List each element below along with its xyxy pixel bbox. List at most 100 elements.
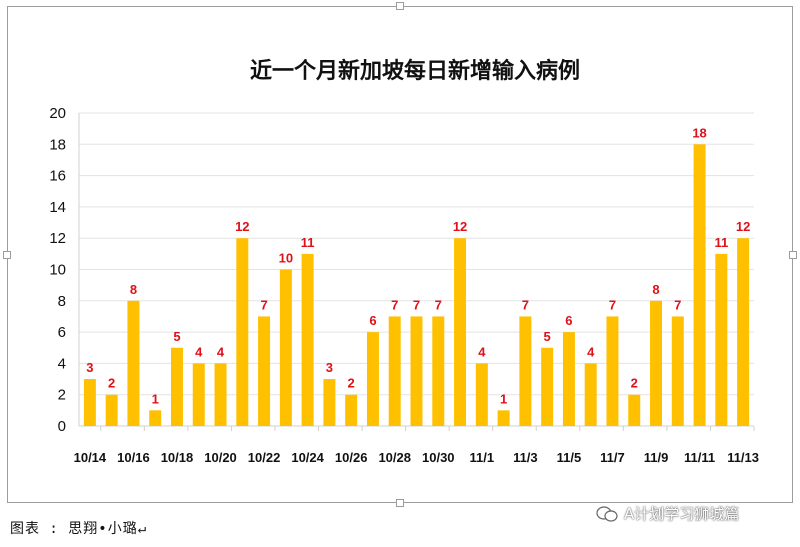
- y-tick-label: 8: [58, 293, 66, 310]
- data-label: 4: [587, 344, 595, 359]
- y-axis-ticks: 0 2 4 6 8 10 12 14 16 18 20: [49, 105, 66, 435]
- bar: [541, 347, 554, 426]
- data-label: 7: [609, 297, 616, 312]
- y-tick-label: 4: [58, 355, 66, 372]
- bar: [149, 410, 162, 426]
- data-label: 2: [631, 376, 638, 391]
- bar: [83, 379, 96, 426]
- data-label: 7: [522, 297, 529, 312]
- bar: [715, 253, 728, 426]
- resize-handle-right[interactable]: [789, 251, 797, 259]
- x-tick-label: 11/3: [513, 450, 538, 465]
- bar: [497, 410, 510, 426]
- bar: [693, 144, 706, 427]
- data-label: 7: [391, 297, 398, 312]
- data-label: 4: [217, 344, 225, 359]
- data-label: 3: [326, 360, 333, 375]
- y-tick-label: 10: [49, 262, 66, 279]
- x-tick-label: 10/28: [378, 450, 411, 465]
- bar: [105, 394, 118, 426]
- bar: [301, 253, 314, 426]
- data-label: 4: [195, 344, 203, 359]
- bar: [671, 316, 684, 426]
- bar: [628, 394, 641, 426]
- x-tick-label: 10/26: [335, 450, 368, 465]
- x-tick-label: 10/16: [117, 450, 150, 465]
- x-tick-label: 10/20: [204, 450, 237, 465]
- bar: [236, 238, 249, 426]
- data-label: 2: [108, 376, 115, 391]
- x-tick-label: 10/14: [74, 450, 107, 465]
- data-label: 8: [130, 282, 137, 297]
- bar: [432, 316, 445, 426]
- bar: [562, 332, 575, 426]
- bar: [737, 238, 750, 426]
- bar: [454, 238, 467, 426]
- wechat-icon: [596, 505, 618, 522]
- x-tick-label: 10/18: [161, 450, 194, 465]
- watermark-text: A计划学习狮城篇: [624, 505, 740, 523]
- x-tick-label: 10/24: [291, 450, 324, 465]
- y-tick-label: 14: [49, 199, 66, 216]
- data-label: 1: [152, 391, 159, 406]
- x-tick-label: 11/7: [600, 450, 625, 465]
- data-label: 7: [413, 297, 420, 312]
- watermark: A计划学习狮城篇: [596, 503, 739, 524]
- y-tick-label: 6: [58, 324, 66, 341]
- data-label: 3: [86, 360, 93, 375]
- bar: [388, 316, 401, 426]
- data-label: 11: [301, 235, 315, 250]
- data-label: 5: [173, 329, 180, 344]
- x-tick-label: 11/5: [557, 450, 582, 465]
- data-label: 12: [453, 219, 467, 234]
- bar: [170, 347, 183, 426]
- y-tick-label: 2: [58, 387, 66, 404]
- bar: [345, 394, 358, 426]
- data-label: 1: [500, 391, 507, 406]
- bar: [519, 316, 532, 426]
- data-label: 6: [565, 313, 572, 328]
- bar: [606, 316, 619, 426]
- x-tick-label: 11/11: [684, 450, 715, 465]
- data-label: 8: [652, 282, 659, 297]
- y-tick-label: 20: [49, 105, 66, 122]
- x-tick-label: 10/30: [422, 450, 455, 465]
- data-label: 2: [348, 376, 355, 391]
- x-tick-label: 11/13: [727, 450, 759, 465]
- bar: [366, 332, 379, 426]
- bar: [127, 300, 140, 426]
- bar: [192, 363, 205, 426]
- y-tick-label: 0: [58, 418, 66, 435]
- bar: [258, 316, 271, 426]
- bar: [584, 363, 597, 426]
- data-label: 7: [435, 297, 442, 312]
- x-tick-label: 11/1: [470, 450, 495, 465]
- data-label: 18: [692, 125, 706, 140]
- bar: [323, 379, 336, 426]
- data-label: 10: [279, 251, 293, 266]
- resize-handle-bottom[interactable]: [396, 499, 404, 507]
- data-label: 11: [714, 235, 728, 250]
- source-credit: 图表 : 思翔•小璐↵: [10, 521, 148, 537]
- y-tick-label: 12: [49, 230, 66, 247]
- x-tick-label: 11/9: [644, 450, 669, 465]
- resize-handle-top[interactable]: [396, 2, 404, 10]
- data-label: 5: [544, 329, 551, 344]
- bar: [650, 300, 663, 426]
- y-tick-label: 16: [49, 168, 66, 185]
- resize-handle-left[interactable]: [3, 251, 11, 259]
- chart-title: 近一个月新加坡每日新增输入病例: [250, 58, 580, 84]
- data-label: 4: [478, 344, 486, 359]
- bar: [475, 363, 488, 426]
- data-label: 7: [674, 297, 681, 312]
- bars: [83, 144, 750, 427]
- y-tick-label: 18: [49, 136, 66, 153]
- bar: [410, 316, 423, 426]
- x-axis-ticks: 10/14 10/16 10/18 10/20 10/22 10/24 10/26 10/28…: [74, 426, 759, 465]
- x-tick-label: 10/22: [248, 450, 281, 465]
- bar: [214, 363, 227, 426]
- bar: [279, 269, 292, 426]
- data-label: 12: [736, 219, 750, 234]
